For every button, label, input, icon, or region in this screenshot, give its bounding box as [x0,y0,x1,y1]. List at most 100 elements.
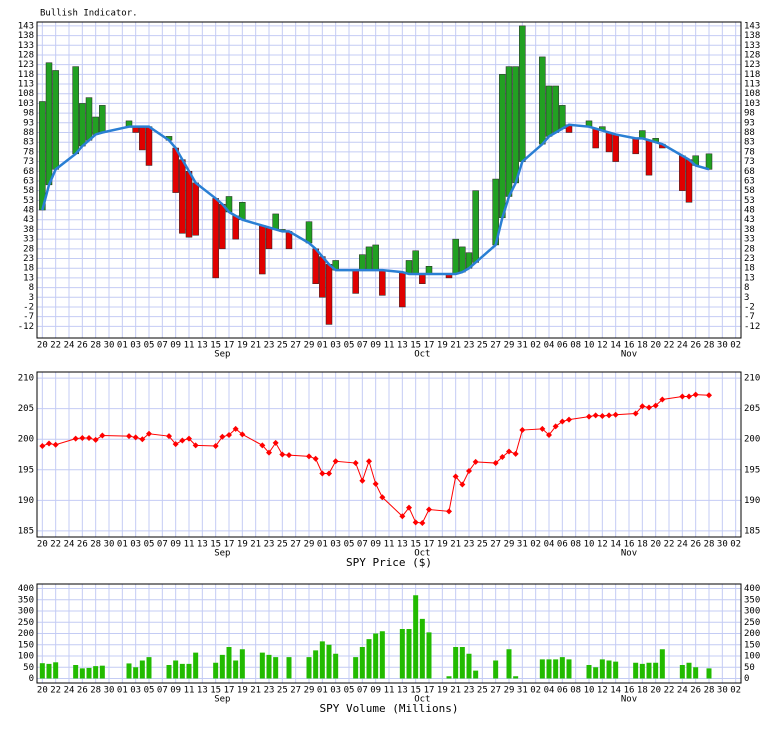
y-tick-label: 0 [29,674,34,684]
indicator-bar [419,273,426,284]
price-marker [132,434,139,441]
x-tick-label: 21 [250,341,261,351]
x-tick-label: 06 [557,540,568,550]
price-marker [146,430,152,437]
indicator-bar [679,155,686,191]
indicator-bar [139,126,146,151]
indicator-bar [379,269,386,296]
x-tick-label: 02 [730,341,741,351]
x-tick-label: 31 [517,341,528,351]
price-marker [306,453,312,460]
x-tick-label: 27 [490,540,501,550]
price-marker [512,450,519,457]
x-tick-label: 12 [597,540,608,550]
indicator-bar [312,248,319,284]
x-tick-label: 26 [77,686,88,696]
volume-bar [546,659,552,679]
y-tick-label-right: 200 [744,629,760,639]
x-tick-label: 06 [557,686,568,696]
y-tick-label: 18 [23,264,34,274]
price-marker [272,439,279,446]
y-tick-label: 133 [18,41,34,51]
volume-bar [133,667,139,679]
x-tick-label: 17 [224,341,235,351]
x-tick-label: 08 [570,540,581,550]
y-tick-label-right: 13 [744,273,755,283]
month-label: Nov [621,549,637,559]
x-tick-label: 01 [117,540,128,550]
x-tick-label: 09 [370,540,381,550]
x-tick-label: 15 [410,540,421,550]
indicator-bar [185,171,193,238]
x-tick-label: 03 [330,341,341,351]
volume-bar [166,665,172,679]
y-tick-label-right: 210 [744,374,760,384]
volume-bar [39,663,45,679]
indicator-bar [212,198,219,279]
x-tick-label: 30 [717,540,728,550]
volume-bar [493,660,499,679]
price-marker [52,441,59,448]
month-label: Oct [414,549,430,559]
x-tick-label: 04 [544,540,555,550]
indicator-bar [172,147,179,193]
x-tick-label: 08 [570,341,581,351]
y-tick-label-right: 103 [744,99,760,109]
average-line [41,123,710,276]
x-tick-label: 17 [224,686,235,696]
indicator-bar [192,182,199,236]
y-tick-label-right: 100 [744,652,760,662]
y-tick-label-right: 53 [744,196,755,206]
volume-bar [286,657,292,679]
x-tick-label: 20 [650,341,661,351]
indicator-bar [359,254,366,271]
volume-bar [453,647,459,679]
volume-bar [319,641,325,679]
x-tick-label: 09 [370,686,381,696]
y-tick-label-right: 113 [744,80,760,90]
volume-bar [306,657,312,679]
x-tick-label: 20 [650,540,661,550]
volume-bar [559,657,565,679]
x-tick-label: 25 [277,341,288,351]
volume-bar [213,662,219,679]
price-marker [186,435,192,442]
x-tick-label: 10 [584,540,595,550]
price-marker [192,442,199,449]
price-marker [639,403,646,410]
y-tick-label: 300 [18,607,34,617]
y-tick-label-right: 133 [744,41,760,51]
price-marker [372,480,379,487]
x-tick-label: 26 [690,540,701,550]
x-tick-label: 28 [90,686,101,696]
volume-bar [366,639,372,679]
x-tick-label: 15 [210,540,221,550]
volume-bar [353,657,359,679]
indicator-bar [505,66,513,197]
x-tick-label: 29 [504,341,515,351]
volume-bar [99,665,105,679]
price-marker [99,432,106,439]
indicator-bar [539,56,546,145]
indicator-bar [39,101,46,211]
month-label: Nov [621,350,637,360]
x-tick-label: 11 [184,686,195,696]
x-tick-label: 05 [344,686,355,696]
month-label: Sep [214,695,230,705]
x-tick-label: 19 [237,540,248,550]
x-tick-label: 23 [264,341,275,351]
y-tick-label: 3 [29,293,34,303]
x-tick-label: 19 [437,540,448,550]
chart-title: Bullish Indicator. [40,9,138,19]
volume-bar [146,657,152,679]
x-tick-label: 28 [704,540,715,550]
indicator-bar [305,221,313,244]
price-marker [326,470,332,477]
y-tick-label: -2 [23,302,34,312]
x-tick-label: 22 [50,686,61,696]
price-marker [46,440,52,447]
x-tick-label: 10 [584,341,595,351]
volume-bar [173,660,179,679]
y-tick-label-right: -12 [744,322,760,332]
